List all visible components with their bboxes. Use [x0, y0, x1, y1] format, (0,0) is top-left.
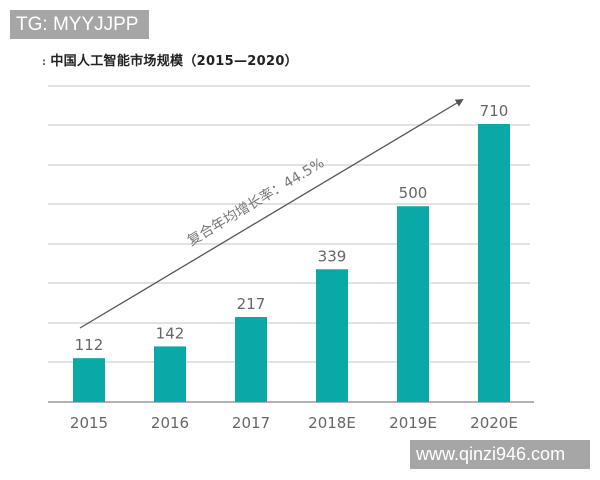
x-tick-label: 2015: [70, 414, 108, 432]
title-lead-mark: :: [42, 57, 47, 68]
watermark-top: TG: MYYJJPP: [10, 10, 149, 39]
x-tick-labels-group: 2015 2016 2017 2018E 2019E 2020E: [70, 414, 518, 432]
gridlines: [48, 85, 530, 363]
title-text: 中国人工智能市场规模（2015—2020）: [50, 54, 298, 69]
value-label: 217: [237, 295, 266, 313]
bar-2019E: [397, 206, 429, 402]
x-tick-label: 2016: [151, 414, 189, 432]
x-tick-label: 2019E: [389, 414, 437, 432]
x-tick-label: 2018E: [308, 414, 356, 432]
watermark-bottom: www.qinzi946.com: [410, 440, 590, 469]
value-labels-group: 112 142 217 339 500 710: [75, 102, 509, 354]
value-label: 142: [156, 324, 185, 342]
value-label: 710: [480, 102, 509, 120]
bar-2020E: [478, 124, 510, 402]
growth-rate-annotation: 复合年均增长率：44.5%: [184, 154, 327, 249]
x-tick-label: 2017: [232, 414, 270, 432]
value-label: 500: [399, 184, 428, 202]
bars-group: [73, 124, 510, 402]
value-label: 112: [75, 336, 104, 354]
growth-arrow: [79, 98, 464, 329]
value-label: 339: [318, 247, 347, 265]
bar-2016: [154, 346, 186, 402]
bar-2015: [73, 358, 105, 402]
chart-title: : 中国人工智能市场规模（2015—2020）: [42, 50, 298, 69]
bar-2017: [235, 317, 267, 402]
x-tick-label: 2020E: [470, 414, 518, 432]
bar-2018E: [316, 269, 348, 402]
